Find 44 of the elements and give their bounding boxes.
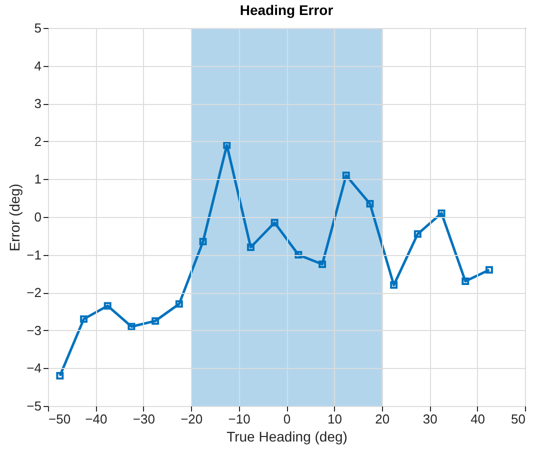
y-tick-label: 0	[34, 210, 42, 224]
y-tick-label: 1	[34, 172, 42, 187]
point	[223, 141, 231, 149]
point	[438, 209, 446, 217]
x-tick-label: 10	[327, 412, 342, 426]
x-tick-label: 50	[511, 412, 526, 426]
x-tick-label: 40	[470, 412, 486, 426]
point	[414, 230, 422, 238]
point	[199, 238, 207, 246]
x-tick-label: −10	[228, 412, 250, 426]
point	[128, 322, 136, 330]
x-tick-label: −50	[48, 412, 71, 426]
y-tick-label: −2	[26, 285, 42, 300]
x-tick-label: −40	[85, 412, 108, 426]
point	[152, 317, 160, 325]
x-tick-label: −30	[132, 412, 155, 426]
x-axis-title: True Heading (deg)	[226, 428, 348, 444]
y-tick-label: −1	[26, 247, 42, 262]
point	[462, 278, 470, 285]
point	[56, 372, 64, 380]
point	[80, 315, 88, 323]
x-tick-label: 30	[422, 412, 438, 426]
x-tick-label: 20	[375, 412, 390, 426]
point	[318, 260, 326, 268]
point	[246, 244, 254, 251]
y-tick-label: −4	[26, 360, 42, 376]
y-tick-label: 4	[34, 58, 42, 74]
y-tick-label: −3	[26, 322, 42, 338]
y-tick-label: 3	[34, 96, 42, 112]
y-tick-label: −5	[26, 398, 42, 414]
point	[270, 218, 278, 226]
point	[390, 281, 398, 289]
point	[485, 266, 493, 274]
x-tick-label: −20	[180, 412, 203, 426]
y-tick-label: 5	[34, 20, 42, 36]
y-axis-title: Error (deg)	[6, 184, 23, 252]
point	[366, 200, 374, 208]
point	[294, 251, 302, 259]
chart-title: Heading Error	[240, 2, 334, 18]
y-tick-label: 2	[34, 134, 42, 149]
point	[342, 172, 350, 180]
point	[175, 300, 183, 308]
x-tick-label: 0	[283, 412, 291, 426]
point	[104, 302, 112, 310]
